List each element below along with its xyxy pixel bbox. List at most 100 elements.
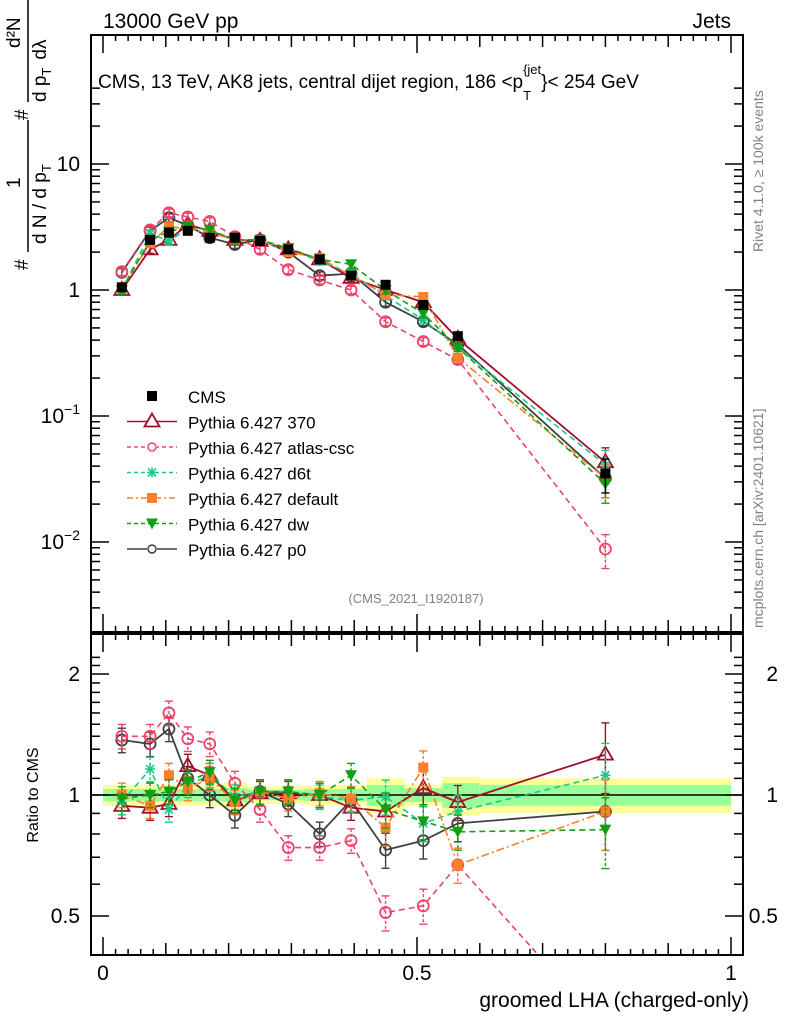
main-series-group — [112, 206, 615, 570]
ratio-uncertainty-bands — [103, 776, 731, 816]
rivet-label: Rivet 4.1.0, ≥ 100k events — [750, 90, 766, 252]
ratio-xtick-label: 0.5 — [402, 962, 431, 985]
legend-marker — [147, 544, 157, 554]
ratio-point-pythia-6-427-default — [418, 762, 429, 773]
ratio-point-pythia-6-427-dw — [115, 793, 128, 805]
ratio-point-pythia-6-427-atlas-csc — [115, 729, 129, 743]
ylabel-hash-2: # — [12, 109, 33, 120]
ratio-point-pythia-6-427-p0 — [379, 843, 393, 857]
ylabel-den-text: d N / d p — [30, 172, 51, 244]
analysis-watermark: (CMS_2021_I1920187) — [348, 591, 483, 606]
ratio-point-pythia-6-427-dw — [254, 786, 266, 798]
main-point-cms — [346, 270, 357, 281]
plot-title: CMS, 13 TeV, AK8 jets, central dijet reg… — [98, 62, 639, 103]
ratio-point-pythia-6-427-dw — [181, 776, 194, 788]
ratio-point-pythia-6-427-atlas-csc — [416, 899, 430, 913]
legend-item-pythia-6-427-d6t: Pythia 6.427 d6t — [127, 465, 311, 484]
ratio-point-pythia-6-427-dw — [162, 786, 175, 798]
main-point-cms — [145, 234, 156, 245]
legend-marker — [147, 442, 157, 452]
ratio-point-pythia-6-427-default — [346, 793, 357, 804]
ratio-point-pythia-6-427-p0 — [313, 827, 327, 841]
main-point-cms — [314, 254, 325, 265]
main-point-cms — [116, 282, 127, 293]
legend-item-pythia-6-427-dw: Pythia 6.427 dw — [127, 516, 310, 535]
main-point-cms — [418, 300, 429, 311]
ratio-point-pythia-6-427-atlas-csc — [203, 737, 217, 751]
ratio-xtick-label: 1 — [725, 962, 737, 985]
mcplots-label: mcplots.cern.ch [arXiv:2401.10621] — [750, 409, 766, 628]
legend-label: Pythia 6.427 dw — [188, 516, 310, 535]
ylabel-numerator: d²N — [4, 17, 25, 48]
main-ylabel: # 1 d N / d pT # d²N d pTdλ — [4, 0, 54, 270]
ratio-point-pythia-6-427-dw — [228, 795, 241, 807]
legend-label: Pythia 6.427 p0 — [188, 541, 306, 560]
ratio-point-pythia-6-427-atlas-csc — [344, 834, 358, 848]
ratio-xtick-label: 0 — [97, 962, 109, 985]
ratio-point-pythia-6-427-atlas-csc — [379, 906, 393, 919]
legend-label: Pythia 6.427 default — [188, 490, 339, 509]
main-point-pythia-6-427-atlas-csc — [115, 265, 129, 278]
main-ytick-label: 10−1 — [41, 401, 81, 428]
header-right: Jets — [692, 10, 731, 33]
ratio-line-pythia-6-427-p0 — [121, 727, 606, 851]
ratio-ytick-label: 2 — [68, 663, 80, 686]
main-point-pythia-6-427-atlas-csc — [162, 206, 176, 220]
ylabel-num3: dλ — [30, 39, 51, 60]
main-line-pythia-6-427-d6t — [121, 228, 606, 466]
main-point-pythia-6-427-default — [163, 221, 174, 232]
ratio-point-pythia-6-427-dw — [144, 790, 157, 801]
plot-title-sup: {jet — [523, 62, 541, 77]
ratio-point-pythia-6-427-default — [283, 793, 294, 804]
main-point-cms — [600, 468, 611, 479]
main-point-pythia-6-427-atlas-csc — [281, 263, 295, 277]
ratio-point-pythia-6-427-default — [600, 806, 611, 817]
main-point-cms — [182, 225, 193, 236]
ratio-point-pythia-6-427-atlas-csc — [313, 841, 327, 854]
x-axis-label: groomed LHA (charged-only) — [479, 989, 749, 1012]
plot-title-main: CMS, 13 TeV, AK8 jets, central dijet reg… — [98, 72, 523, 93]
main-point-pythia-6-427-d6t — [418, 314, 429, 325]
main-point-pythia-6-427-atlas-csc — [344, 283, 358, 297]
main-point-cms — [229, 232, 240, 243]
ratio-point-pythia-6-427-default — [204, 773, 215, 784]
ratio-ytick-label-right: 0.5 — [749, 905, 778, 928]
ratio-point-pythia-6-427-d6t — [600, 770, 611, 781]
main-point-pythia-6-427-atlas-csc — [416, 335, 430, 348]
legend-item-pythia-6-427-atlas-csc: Pythia 6.427 atlas-csc — [127, 439, 355, 458]
plot-title-sub: T — [523, 88, 531, 103]
legend-label: CMS — [188, 388, 226, 407]
ylabel-denominator: d N / d pT — [30, 164, 54, 244]
header-left: 13000 GeV pp — [103, 10, 238, 33]
ratio-line-pythia-6-427-atlas-csc — [121, 711, 539, 954]
ratio-point-pythia-6-427-d6t — [380, 791, 391, 802]
ratio-point-pythia-6-427-d6t — [452, 806, 463, 817]
legend-label: Pythia 6.427 d6t — [188, 465, 311, 484]
ratio-point-pythia-6-427-dw — [313, 790, 326, 801]
plot-title-tail: }< 254 GeV — [541, 72, 639, 93]
legend-item-pythia-6-427-p0: Pythia 6.427 p0 — [127, 541, 306, 560]
ratio-point-pythia-6-427-atlas-csc — [162, 706, 176, 720]
ratio-point-pythia-6-427-atlas-csc — [181, 732, 195, 746]
main-point-pythia-6-427-d6t — [163, 235, 174, 246]
main-point-pythia-6-427-dw — [417, 308, 430, 320]
ratio-point-pythia-6-427-d6t — [163, 804, 174, 815]
ylabel-one: 1 — [4, 177, 25, 188]
legend-label: Pythia 6.427 370 — [188, 414, 316, 433]
main-point-pythia-6-427-atlas-csc — [379, 315, 393, 329]
ylabel-hash-1: # — [12, 259, 33, 270]
main-point-cms — [452, 331, 463, 342]
legend-marker — [147, 467, 157, 478]
ratio-series-pythia-6-427-dw — [115, 759, 612, 870]
legend-item-pythia-6-427-default: Pythia 6.427 default — [127, 490, 339, 509]
main-point-pythia-6-427-atlas-csc — [599, 542, 612, 556]
main-point-cms — [204, 232, 215, 243]
ylabel-num2-sub: T — [39, 68, 54, 76]
main-axes: 10−2 10−1 1 10 — [41, 35, 743, 632]
main-point-pythia-6-427-default — [418, 291, 429, 302]
legend-marker — [147, 493, 157, 503]
ratio-point-pythia-6-427-atlas-csc — [143, 729, 157, 743]
ratio-point-pythia-6-427-default — [182, 783, 193, 794]
main-series-cms — [116, 225, 611, 494]
